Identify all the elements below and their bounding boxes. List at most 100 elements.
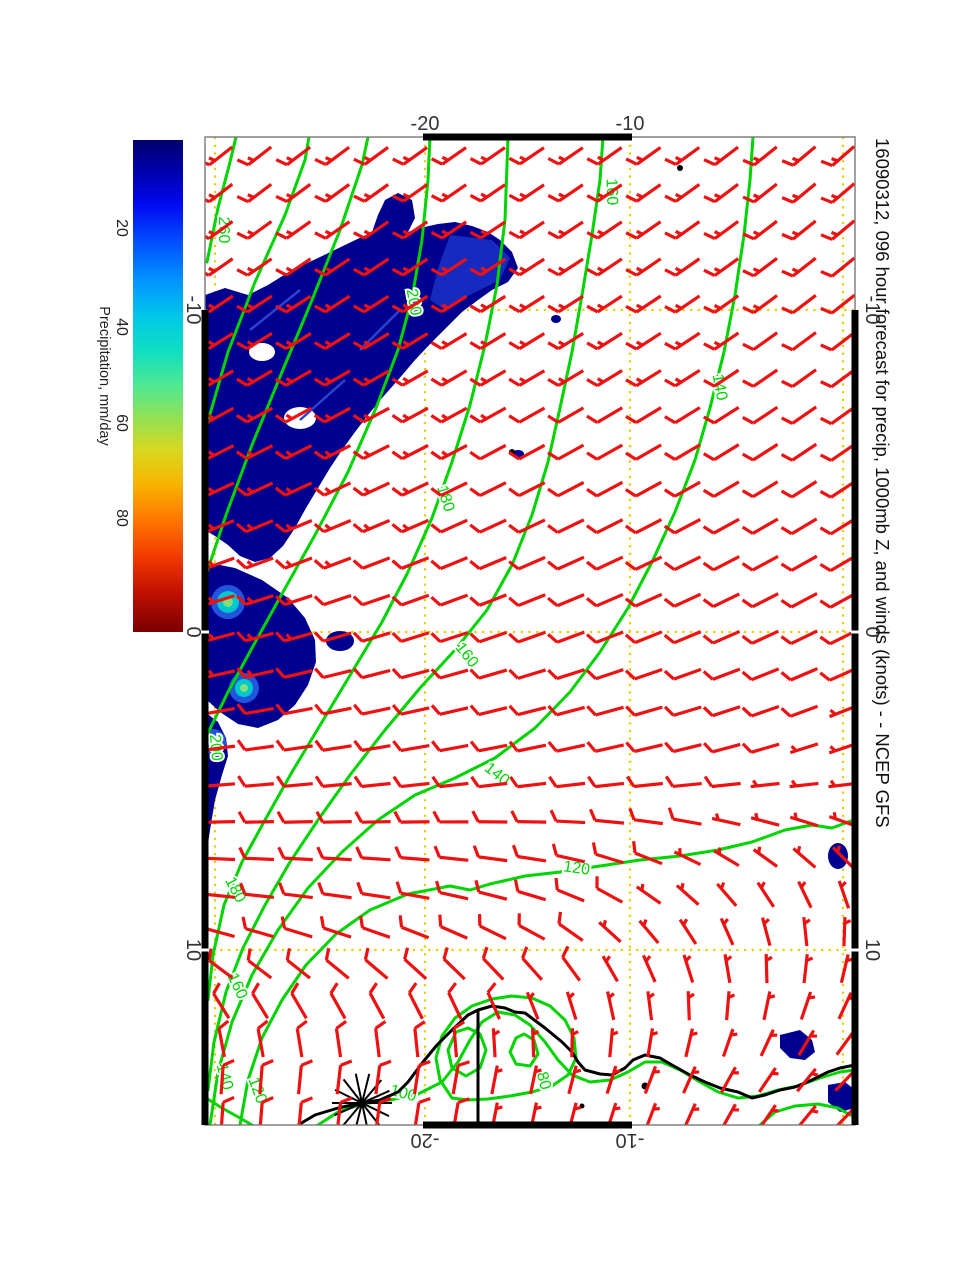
wind-barb <box>586 183 623 203</box>
wind-barb <box>274 631 313 643</box>
wind-barb <box>319 915 352 939</box>
wind-barb <box>762 991 776 1021</box>
height-contour-80 <box>446 1026 488 1078</box>
wind-barb <box>606 991 616 1021</box>
precip-texture <box>299 379 346 421</box>
wind-barb <box>703 331 740 351</box>
wind-barb <box>313 593 352 607</box>
wind-barb <box>236 739 274 752</box>
wind-barb <box>392 146 428 166</box>
wind-barb <box>586 220 623 240</box>
wind-barb <box>780 442 818 462</box>
wind-barb <box>719 1066 739 1094</box>
wind-barb <box>355 846 391 862</box>
wind-barb <box>353 183 390 203</box>
wind-barb <box>374 1020 387 1058</box>
wind-barb <box>236 220 273 240</box>
wind-barb <box>703 294 740 314</box>
wind-barb <box>469 481 507 498</box>
wind-barb <box>430 220 468 240</box>
wind-barb <box>586 331 623 351</box>
wind-barb <box>430 740 469 753</box>
wind-barb <box>469 668 508 680</box>
wind-barb <box>274 556 313 570</box>
wind-barb <box>329 982 347 1020</box>
wind-barb <box>352 593 391 607</box>
wind-barb <box>353 146 390 166</box>
wind-barb <box>723 954 733 984</box>
height-contour-80 <box>434 994 578 1102</box>
wind-barb <box>430 481 468 497</box>
wind-barb <box>352 631 391 643</box>
wind-barb <box>625 257 662 277</box>
wind-barb <box>531 1028 540 1058</box>
wind-barb <box>605 1065 621 1095</box>
wind-barb <box>675 882 700 906</box>
wind-barb <box>508 406 546 424</box>
wind-barb <box>352 667 391 680</box>
wind-barb <box>469 220 507 240</box>
wind-barb <box>352 518 391 534</box>
wind-barb <box>802 954 814 984</box>
wind-barb <box>469 294 507 314</box>
wind-barb <box>430 668 469 680</box>
height-contour-80 <box>508 1032 540 1068</box>
wind-barb <box>398 915 430 940</box>
wind-barb <box>313 631 352 643</box>
wind-barb <box>757 1067 779 1093</box>
island-dot <box>677 165 683 171</box>
wind-barb <box>391 257 429 277</box>
wind-barb <box>280 916 313 939</box>
wind-barb <box>741 554 779 572</box>
wind-barb <box>237 775 274 788</box>
wind-barb <box>625 369 662 388</box>
wind-barb <box>664 220 701 240</box>
wind-barb <box>819 667 855 682</box>
wind-barb <box>678 918 698 945</box>
wind-barb <box>430 704 469 716</box>
wind-barb <box>722 1103 739 1125</box>
wind-barb <box>438 914 468 940</box>
wind-barb <box>686 991 695 1021</box>
wind-barb <box>547 294 584 314</box>
wind-barb <box>469 518 507 534</box>
wind-barb <box>241 916 274 939</box>
wind-barb <box>452 1020 466 1058</box>
wind-barb <box>716 882 738 907</box>
wind-barb <box>781 219 817 241</box>
axis-tick-label: 10 <box>182 939 204 961</box>
wind-barb <box>275 183 312 204</box>
wind-barb <box>353 739 391 752</box>
colorbar-tick-label: 40 <box>113 318 130 336</box>
wind-barb <box>472 845 508 863</box>
wind-barb <box>508 593 546 608</box>
wind-barb <box>316 846 352 862</box>
wind-barb <box>434 880 469 901</box>
wind-barb <box>684 1028 698 1058</box>
wind-barb <box>702 555 740 572</box>
frame-bars <box>201 133 859 1129</box>
wind-barb <box>392 775 430 789</box>
wind-barb <box>239 882 274 899</box>
wind-barb <box>295 1019 308 1058</box>
wind-barb <box>353 220 390 240</box>
wind-barb <box>557 911 584 942</box>
wind-barb <box>624 630 663 645</box>
wind-barb <box>274 594 313 607</box>
plot-area: 2602001801601601401401202001801601401201… <box>205 137 855 1125</box>
wind-barb <box>352 294 390 314</box>
wind-barb <box>491 1028 501 1058</box>
wind-barb <box>313 444 352 461</box>
wind-barb <box>359 915 391 939</box>
wind-barb <box>207 948 234 980</box>
wind-barb <box>561 945 582 982</box>
wind-barb <box>797 880 813 909</box>
wind-barb <box>235 444 274 461</box>
wind-barb <box>682 954 695 983</box>
wind-barb <box>780 704 819 718</box>
wind-barb <box>719 917 735 946</box>
wind-barb <box>663 555 702 572</box>
wind-barb <box>547 740 586 753</box>
wind-barb <box>587 775 625 789</box>
wind-barb <box>624 480 663 498</box>
